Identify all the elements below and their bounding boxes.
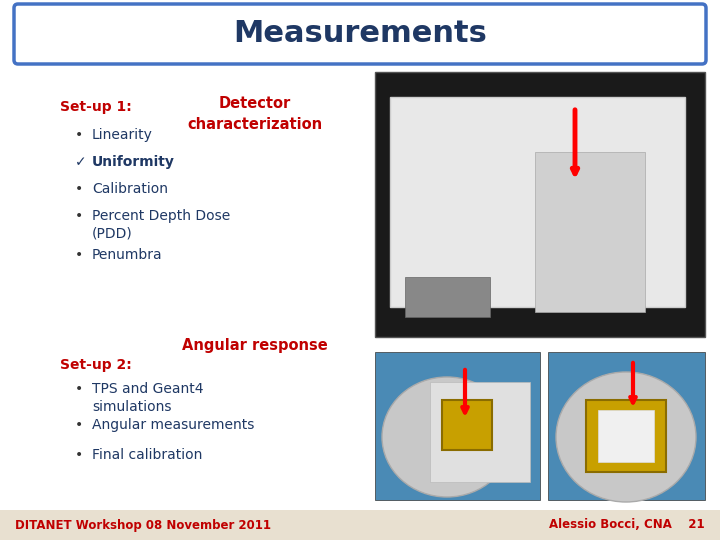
Text: TPS and Geant4
simulations: TPS and Geant4 simulations xyxy=(92,382,204,414)
Text: •: • xyxy=(75,382,84,396)
Ellipse shape xyxy=(556,372,696,502)
Text: Angular response: Angular response xyxy=(182,338,328,353)
Text: DITANET Workshop 08 November 2011: DITANET Workshop 08 November 2011 xyxy=(15,518,271,531)
Text: Set-up 1:: Set-up 1: xyxy=(60,100,132,114)
Bar xyxy=(442,400,492,450)
Text: •: • xyxy=(75,209,84,223)
Text: •: • xyxy=(75,248,84,262)
Bar xyxy=(548,352,705,500)
FancyBboxPatch shape xyxy=(14,4,706,64)
Text: ✓: ✓ xyxy=(75,155,86,169)
Bar xyxy=(535,152,645,312)
Bar xyxy=(405,277,490,317)
Bar xyxy=(375,352,540,500)
Text: Detector
characterization: Detector characterization xyxy=(187,96,323,132)
Bar xyxy=(375,72,705,337)
Bar xyxy=(0,510,720,540)
Text: Angular measurements: Angular measurements xyxy=(92,418,254,432)
Text: Set-up 2:: Set-up 2: xyxy=(60,358,132,372)
Text: Measurements: Measurements xyxy=(233,19,487,49)
Text: •: • xyxy=(75,182,84,196)
Bar xyxy=(430,382,530,482)
Text: Linearity: Linearity xyxy=(92,128,153,142)
Ellipse shape xyxy=(382,377,512,497)
Text: •: • xyxy=(75,418,84,432)
Text: Calibration: Calibration xyxy=(92,182,168,196)
Text: •: • xyxy=(75,448,84,462)
Bar xyxy=(586,400,666,472)
Text: Penumbra: Penumbra xyxy=(92,248,163,262)
Bar xyxy=(598,410,654,462)
Text: Uniformity: Uniformity xyxy=(92,155,175,169)
Bar xyxy=(390,97,685,307)
Text: Final calibration: Final calibration xyxy=(92,448,202,462)
Text: Alessio Bocci, CNA    21: Alessio Bocci, CNA 21 xyxy=(549,518,705,531)
Text: Percent Depth Dose
(PDD): Percent Depth Dose (PDD) xyxy=(92,209,230,241)
Text: •: • xyxy=(75,128,84,142)
